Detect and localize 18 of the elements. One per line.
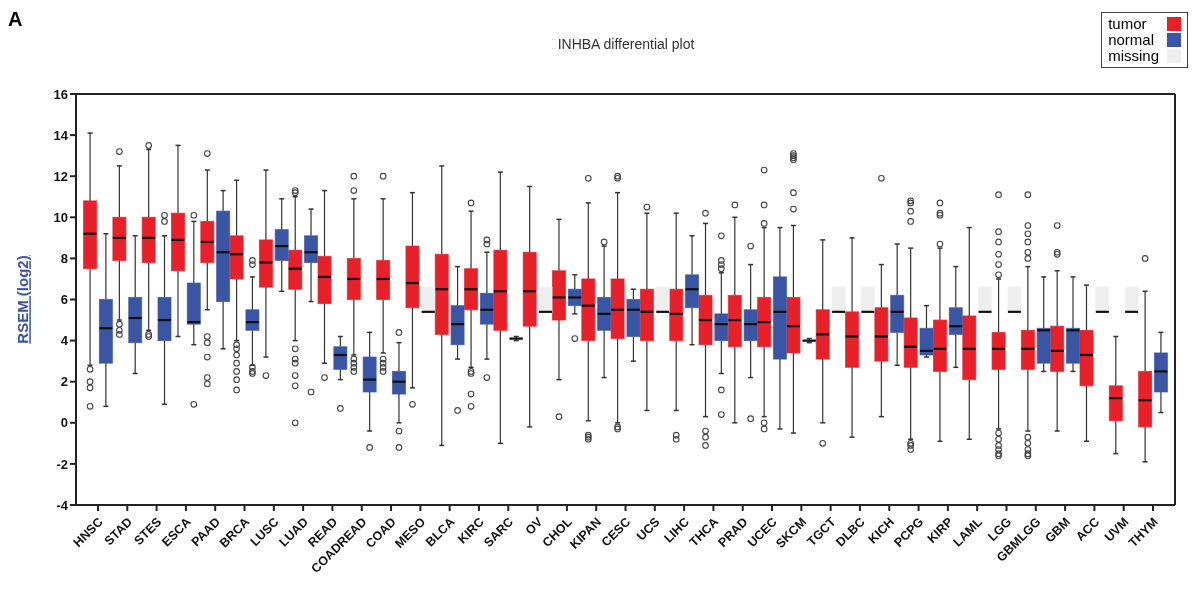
y-tick-label: 6 xyxy=(60,292,68,308)
legend-label: missing xyxy=(1108,47,1159,64)
chart-title: INHBA differential plot xyxy=(557,36,695,52)
y-tick-label: 2 xyxy=(60,374,68,390)
x-tick-label: OV xyxy=(522,514,546,538)
y-tick-label: 0 xyxy=(60,415,68,431)
y-tick-label: 4 xyxy=(60,333,69,349)
legend-label: tumor xyxy=(1108,15,1147,32)
y-tick-label: 8 xyxy=(60,251,68,267)
y-tick-label: -2 xyxy=(56,456,68,472)
y-tick-label: -4 xyxy=(56,497,69,513)
y-tick-label: 16 xyxy=(53,86,68,102)
y-tick-label: 14 xyxy=(53,127,69,143)
text: A xyxy=(8,8,23,31)
y-tick-label: 12 xyxy=(53,168,68,184)
legend-label: normal xyxy=(1108,31,1154,48)
y-tick-label: 10 xyxy=(53,209,68,225)
y-axis-title: RSEM (log2) xyxy=(14,255,32,344)
